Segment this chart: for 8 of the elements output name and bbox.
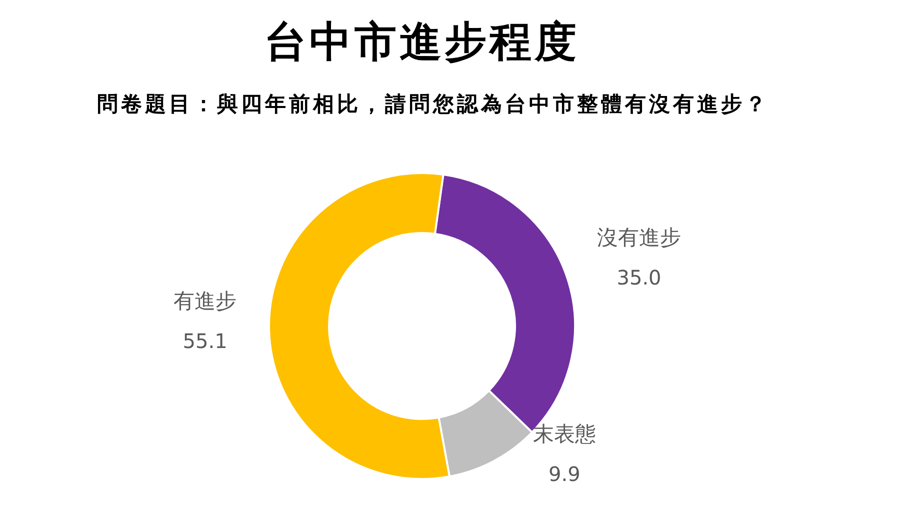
data-label: 9.9	[548, 462, 580, 486]
slice-label: 末表態	[532, 422, 596, 446]
slice-label: 沒有進步	[597, 225, 682, 250]
chart-title: 台中市進步程度	[264, 16, 580, 68]
data-label: 35.0	[616, 265, 662, 290]
data-label: 55.1	[182, 328, 228, 353]
chart-subtitle: 問卷題目：與四年前相比，請問您認為台中市整體有沒有進步？	[96, 90, 770, 118]
slice-label: 有進步	[174, 288, 237, 313]
